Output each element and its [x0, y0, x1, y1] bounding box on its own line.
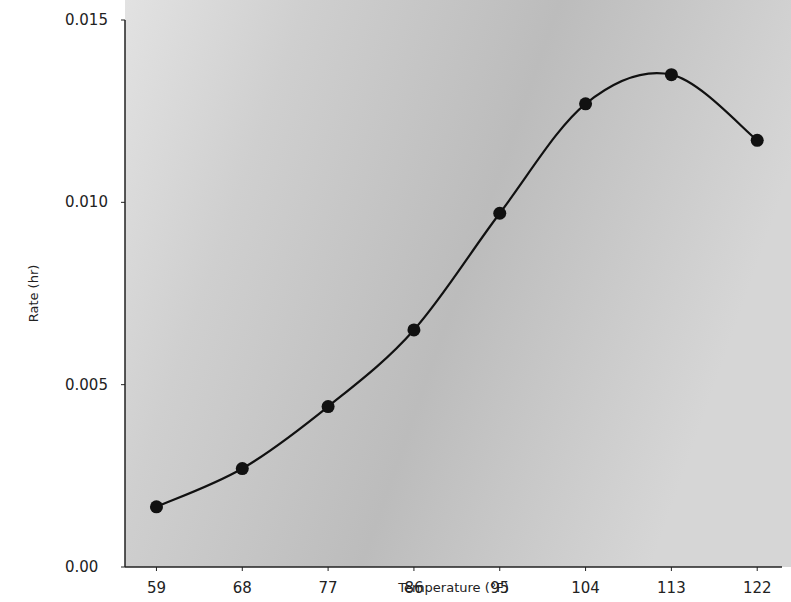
- y-tick-label: 0.00: [65, 558, 98, 576]
- x-tick: [757, 567, 758, 571]
- x-tick: [156, 567, 157, 571]
- x-tick: [499, 567, 500, 571]
- data-point: [407, 323, 420, 336]
- data-point: [322, 400, 335, 413]
- x-tick-label: 122: [743, 579, 772, 597]
- y-tick-label: 0.015: [65, 11, 108, 29]
- x-tick-label: 68: [233, 579, 252, 597]
- y-tick: [121, 202, 125, 203]
- x-tick: [671, 567, 672, 571]
- data-point: [579, 97, 592, 110]
- data-point: [236, 462, 249, 475]
- plot-background: [125, 0, 791, 567]
- y-tick: [121, 20, 125, 21]
- y-axis: [124, 20, 126, 567]
- series-line: [156, 73, 757, 507]
- x-tick-label: 113: [657, 579, 686, 597]
- x-tick: [585, 567, 586, 571]
- x-axis-title: Temperature (°F): [397, 580, 509, 595]
- x-tick-label: 59: [147, 579, 166, 597]
- x-tick-label: 77: [319, 579, 338, 597]
- plot-area: [150, 68, 764, 513]
- y-axis-title: Rate (hr): [26, 265, 41, 323]
- data-point: [150, 500, 163, 513]
- x-tick-label: 104: [571, 579, 600, 597]
- x-tick: [413, 567, 414, 571]
- data-point: [751, 134, 764, 147]
- x-axis: [125, 566, 782, 568]
- y-tick-label: 0.005: [65, 376, 108, 394]
- x-tick: [328, 567, 329, 571]
- y-tick: [121, 567, 125, 568]
- y-tick-label: 0.010: [65, 193, 108, 211]
- x-tick: [242, 567, 243, 571]
- data-point: [493, 207, 506, 220]
- data-point: [665, 68, 678, 81]
- chart: 0.000.0050.0100.0155968778695104113122Te…: [0, 0, 791, 602]
- y-tick: [121, 384, 125, 385]
